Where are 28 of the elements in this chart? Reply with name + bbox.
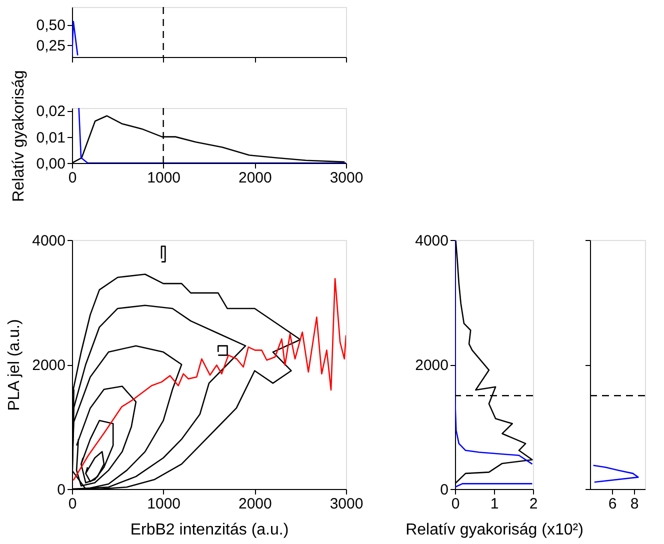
y-tick-label: 0,00 [36, 156, 66, 172]
y-axis-title: Relatív gyakoriság [10, 70, 28, 202]
y-axis-title: PLA jel (a.u.) [6, 319, 24, 411]
y-tick-label: 0 [57, 482, 66, 498]
y-tick-label: 0 [440, 482, 448, 498]
x-tick-label: 2000 [238, 170, 272, 186]
x-tick-label: 0 [451, 496, 460, 512]
x-tick-label: 2000 [238, 496, 272, 512]
y-tick-label: 0,50 [36, 17, 66, 34]
x-axis-title: Relatív gyakoriság (x10²) [406, 522, 584, 538]
x-tick-label: 0 [68, 496, 77, 512]
x-tick-label: 1 [490, 496, 499, 512]
y-tick-label: 0,01 [36, 129, 66, 146]
x-tick-label: 3000 [330, 170, 364, 186]
y-tick-label: 4000 [32, 232, 66, 250]
x-axis-title: ErbB2 intenzitás (a.u.) [130, 522, 289, 538]
y-tick-label: 2000 [32, 357, 66, 374]
y-tick-label: 0,25 [36, 37, 66, 54]
x-tick-label: 2 [529, 496, 538, 512]
x-tick-label: 0 [68, 170, 77, 186]
x-tick-label: 1000 [147, 170, 181, 186]
y-tick-label: 4000 [415, 232, 448, 250]
x-tick-label: 3000 [330, 496, 364, 512]
x-tick-label: 8 [630, 496, 639, 512]
x-tick-label: 6 [608, 496, 617, 512]
x-tick-label: 1000 [147, 496, 181, 512]
y-tick-label: 0,02 [36, 103, 66, 120]
y-tick-label: 2000 [415, 357, 448, 374]
